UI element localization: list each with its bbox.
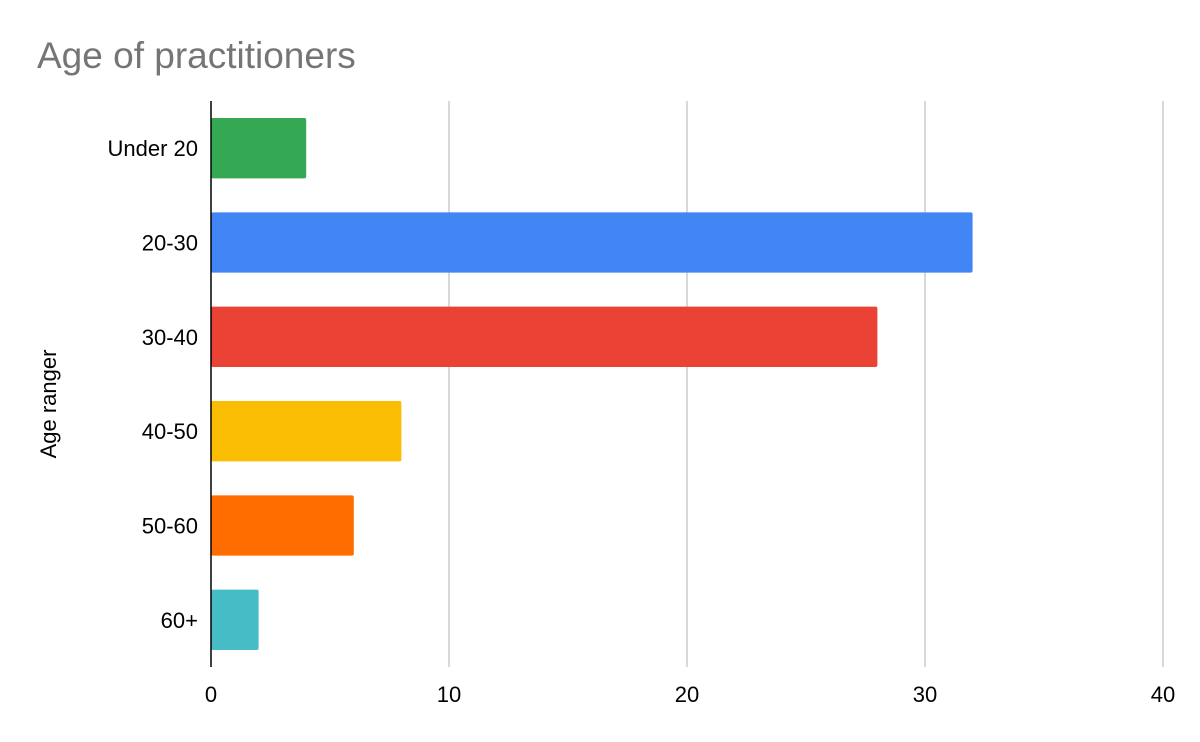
x-tick-label: 20: [675, 682, 699, 707]
category-labels: Under 20 20-30 30-40 40-50 50-60 60+: [107, 136, 198, 633]
category-label: Under 20: [107, 136, 198, 161]
category-label: 60+: [161, 608, 198, 633]
chart-title: Age of practitioners: [37, 35, 356, 76]
bar: [211, 589, 259, 651]
x-tick-labels: 0 10 20 30 40: [205, 682, 1175, 707]
bar: [211, 400, 402, 462]
y-axis-title: Age ranger: [36, 350, 61, 459]
x-tick-label: 10: [437, 682, 461, 707]
category-label: 20-30: [142, 231, 198, 256]
x-tick-label: 30: [913, 682, 937, 707]
bar: [211, 495, 354, 556]
category-label: 30-40: [142, 325, 198, 350]
category-label: 50-60: [142, 514, 198, 539]
bar: [211, 212, 973, 273]
category-label: 40-50: [142, 419, 198, 444]
x-tick-label: 0: [205, 682, 217, 707]
bar: [211, 117, 307, 179]
x-tick-label: 40: [1151, 682, 1175, 707]
bars: [211, 117, 973, 651]
bar: [211, 306, 878, 368]
grid-lines: [448, 101, 1164, 667]
